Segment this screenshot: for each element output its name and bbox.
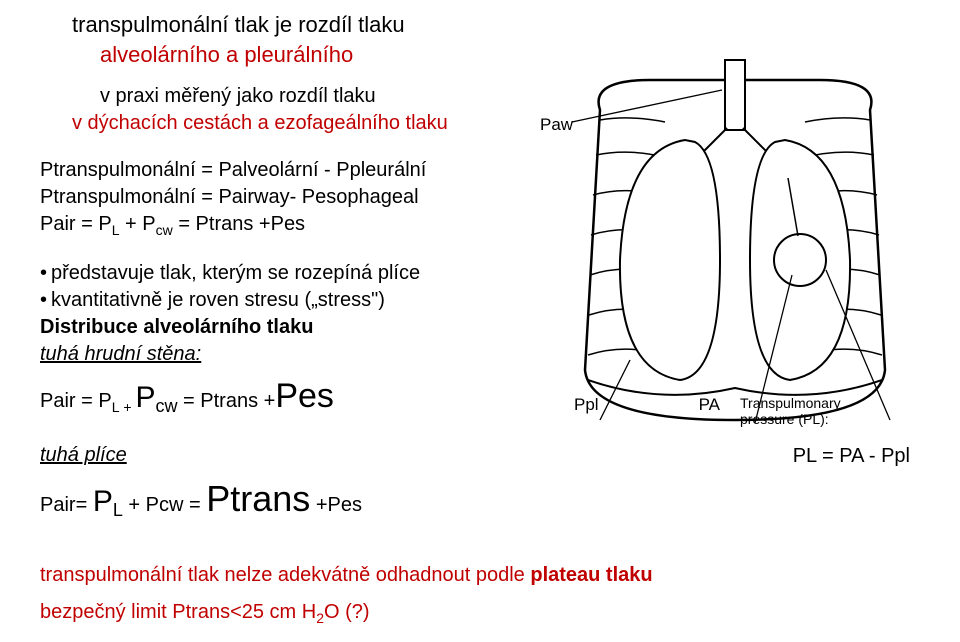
bullet-1: představuje tlak, kterým se rozepíná plí… <box>40 260 520 287</box>
diagram-caption-row: Ppl PA Transpulmonary pressure (PL): <box>530 395 940 427</box>
equation-2: Ptranspulmonální = Pairway- Pesophageal <box>40 184 520 211</box>
label-ppl: Ppl <box>574 395 599 427</box>
pl-formula: PL = PA - Ppl <box>793 445 910 468</box>
bullet-2: kvantitativně je roven stresu („stress") <box>40 287 520 314</box>
title-line-1: transpulmonální tlak je rozdíl tlaku <box>40 10 520 40</box>
stiff-lung-label: tuhá plíce <box>40 442 520 469</box>
bottom-line-1: transpulmonální tlak nelze adekvátně odh… <box>40 562 930 589</box>
formula-stiff-wall: Pair = PL + Pcw = Ptrans +Pes <box>40 374 520 420</box>
label-paw: Paw <box>540 115 574 134</box>
label-tp: Transpulmonary pressure (PL): <box>740 395 880 427</box>
bottom-line-2: bezpečný limit Ptrans<25 cm H2O (?) <box>40 599 930 628</box>
distribution-heading: Distribuce alveolárního tlaku <box>40 314 520 341</box>
equation-3: Pair = PL + Pcw = Ptrans +Pes <box>40 211 520 240</box>
practice-line-2: v dýchacích cestách a ezofageálního tlak… <box>40 110 520 137</box>
formula-stiff-lung: Pair= PL + Pcw = Ptrans +Pes <box>40 475 520 524</box>
label-pa: PA <box>699 395 720 427</box>
title-line-2: alveolárního a pleurálního <box>40 40 520 70</box>
equation-1: Ptranspulmonální = Palveolární - Ppleurá… <box>40 157 520 184</box>
stiff-wall-label: tuhá hrudní stěna: <box>40 341 520 368</box>
practice-line-1: v praxi měřený jako rozdíl tlaku <box>40 83 520 110</box>
